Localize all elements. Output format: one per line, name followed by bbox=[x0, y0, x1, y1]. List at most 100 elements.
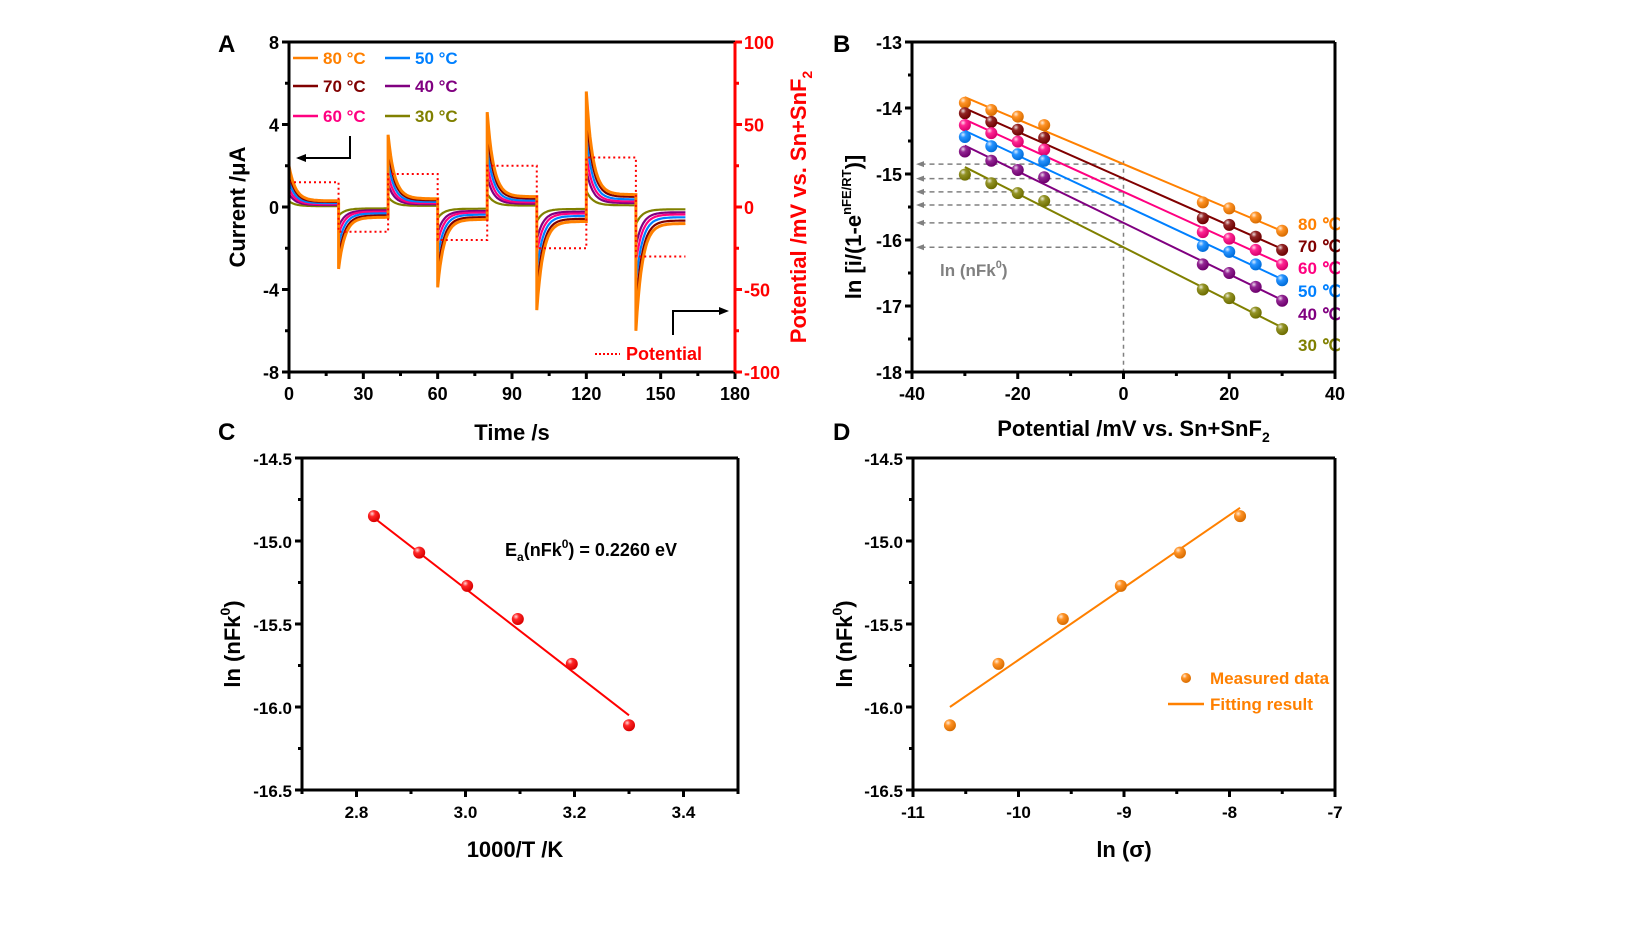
panel-b-y-tick-label: -13 bbox=[876, 33, 902, 53]
data-point-60c-shine bbox=[1196, 226, 1209, 239]
intercept-guide-arrow bbox=[916, 219, 924, 226]
y-title-superscript: nFE/RT bbox=[839, 169, 854, 215]
x-title-subscript: 2 bbox=[1262, 429, 1270, 445]
data-point-30c-shine bbox=[1223, 292, 1236, 305]
data-point-40c-shine bbox=[1249, 280, 1262, 293]
y-title-end: ) bbox=[832, 600, 857, 607]
data-point-70c-shine bbox=[1038, 131, 1051, 144]
data-point-30c-shine bbox=[1038, 195, 1051, 208]
panel-c-y-axis-title: ln (nFk0) bbox=[217, 600, 245, 687]
panel-a-x-tick-label: 30 bbox=[353, 384, 373, 404]
panel-d-x-tick-label: -7 bbox=[1327, 803, 1342, 822]
panel-label-c: C bbox=[218, 419, 235, 446]
data-point-40c-shine bbox=[1038, 171, 1051, 184]
annotation-end: ) = 0.2260 eV bbox=[568, 540, 677, 560]
panel-d-x-tick-label: -9 bbox=[1116, 803, 1131, 822]
panel-c-x-tick-label: 3.4 bbox=[672, 803, 696, 822]
series-label-30c: 30 ℃ bbox=[1298, 336, 1341, 355]
data-point-40c-shine bbox=[1276, 294, 1289, 307]
y-title-end: ) bbox=[220, 600, 245, 607]
panel-c-x-tick-label: 2.8 bbox=[345, 803, 369, 822]
series-label-60c: 60 ℃ bbox=[1298, 259, 1341, 278]
data-point-60c-shine bbox=[1249, 243, 1262, 256]
panel-a-x-axis-title: Time /s bbox=[474, 420, 549, 445]
data-point-shine bbox=[1114, 579, 1127, 592]
annotation-text: ln (nFk bbox=[940, 261, 996, 280]
data-point-shine bbox=[943, 719, 956, 732]
y-title-superscript: 0 bbox=[829, 608, 845, 616]
panel-b-chart: 80 ℃70 ℃60 ℃50 ℃40 ℃30 ℃-40 -20 0 20 40-18-1… bbox=[839, 33, 1345, 445]
data-point-50c-shine bbox=[1223, 245, 1236, 258]
data-point-30c-shine bbox=[958, 168, 971, 181]
data-point-50c-shine bbox=[958, 131, 971, 144]
intercept-guide-arrow bbox=[916, 161, 924, 168]
data-point-50c-shine bbox=[1196, 239, 1209, 252]
panel-d-x-tick-label: -11 bbox=[901, 803, 925, 822]
panel-b-x-tick-label: -20 bbox=[1005, 384, 1031, 404]
data-point-40c-shine bbox=[1196, 258, 1209, 271]
intercept-guide-arrow bbox=[916, 188, 924, 195]
panel-a-y2-tick-label: -100 bbox=[744, 363, 780, 383]
panel-a-x-tick-label: 0 bbox=[284, 384, 294, 404]
annotation-superscript: 0 bbox=[996, 259, 1002, 271]
panel-c-y-tick-label: -16.5 bbox=[253, 782, 292, 801]
panel-a-x-tick-label: 180 bbox=[720, 384, 750, 404]
legend-label-50c: 50 °C bbox=[415, 49, 458, 68]
panel-b-x-axis-title: Potential /mV vs. Sn+SnF2 bbox=[997, 416, 1270, 445]
panel-a-y2-tick-label: -50 bbox=[744, 281, 770, 301]
panel-b-x-tick-label: 0 bbox=[1118, 384, 1128, 404]
data-point-shine bbox=[461, 579, 474, 592]
legend-label-measured: Measured data bbox=[1210, 669, 1330, 688]
data-point-30c-shine bbox=[1196, 283, 1209, 296]
panel-b-y-tick-label: -16 bbox=[876, 231, 902, 251]
data-point-shine bbox=[1234, 510, 1247, 523]
data-point-70c-shine bbox=[1276, 243, 1289, 256]
data-point-80c-shine bbox=[1038, 119, 1051, 132]
data-point-80c-shine bbox=[958, 96, 971, 109]
panel-d-x-axis-title: ln (σ) bbox=[1096, 837, 1151, 862]
left-axis-arrow bbox=[298, 136, 351, 159]
panel-b-y-tick-label: -15 bbox=[876, 165, 902, 185]
panel-b-x-tick-label: -40 bbox=[899, 384, 925, 404]
panel-b-y-tick-label: -18 bbox=[876, 363, 902, 383]
y2-title-subscript: 2 bbox=[799, 71, 815, 79]
fit-line bbox=[949, 506, 1241, 708]
annotation-mid: (nFk bbox=[524, 540, 563, 560]
potential-legend-label: Potential bbox=[626, 344, 702, 364]
data-point-70c-shine bbox=[958, 107, 971, 120]
legend-label-40c: 40 °C bbox=[415, 77, 458, 96]
panel-a-y-tick-label: 4 bbox=[269, 116, 279, 136]
panel-a-y2-axis-title: Potential /mV vs. Sn+SnF2 bbox=[786, 71, 815, 344]
panel-a-chart: 0 30 60 90 120 150 180 -8 -4 0 4 8 -100 -50 0 50 100 Time… bbox=[225, 33, 815, 445]
data-point-60c-shine bbox=[1011, 135, 1024, 148]
panel-d-y-axis-title: ln (nFk0) bbox=[829, 600, 857, 687]
data-point-80c-shine bbox=[1276, 224, 1289, 237]
data-point-60c-shine bbox=[1038, 143, 1051, 156]
panel-a-y-tick-label: 8 bbox=[269, 33, 279, 53]
data-point-50c-shine bbox=[1276, 274, 1289, 287]
y-title-text: ln (nFk bbox=[220, 615, 245, 688]
panel-a-y2-tick-label: 100 bbox=[744, 33, 774, 53]
annotation-superscript: 0 bbox=[562, 537, 569, 551]
panel-a-x-tick-label: 150 bbox=[646, 384, 676, 404]
panel-a-x-tick-label: 120 bbox=[571, 384, 601, 404]
data-point-50c-shine bbox=[1011, 148, 1024, 161]
data-point-30c-shine bbox=[985, 177, 998, 190]
y-title-text: ln [i/(1-e bbox=[841, 215, 866, 299]
y-title-end: )] bbox=[841, 155, 866, 170]
data-point-50c-shine bbox=[1249, 258, 1262, 271]
data-point-80c-shine bbox=[1196, 196, 1209, 209]
panel-d-y-tick-label: -16.0 bbox=[864, 699, 903, 718]
panel-a-y2-tick-label: 0 bbox=[744, 198, 754, 218]
data-point-60c-shine bbox=[1223, 232, 1236, 245]
data-point-40c-shine bbox=[958, 145, 971, 158]
legend-label-70c: 70 °C bbox=[323, 77, 366, 96]
data-point-shine bbox=[1173, 546, 1186, 559]
panel-c-x-axis-title: 1000/T /K bbox=[467, 837, 564, 862]
data-point-60c-shine bbox=[985, 127, 998, 140]
panel-c-chart: 2.8 3.0 3.2 3.4 -16.5 -16.0 -15.5 -15.0 -14.5 100… bbox=[217, 450, 740, 862]
data-point-40c-shine bbox=[1011, 164, 1024, 177]
data-point-shine bbox=[413, 546, 426, 559]
panel-a-y2-tick-label: 50 bbox=[744, 116, 764, 136]
intercept-guide-arrow bbox=[916, 175, 924, 182]
